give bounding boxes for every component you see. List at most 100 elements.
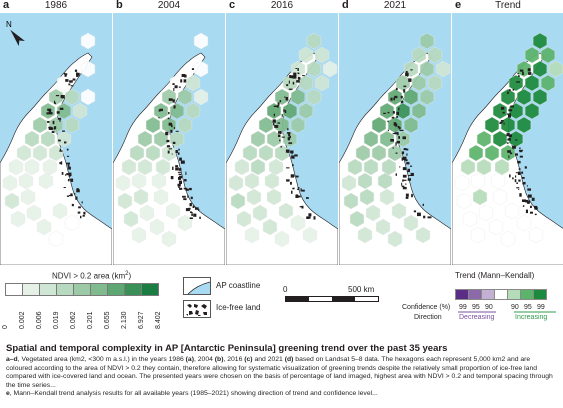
hex-cell: [508, 130, 524, 148]
ice-free-speck: [199, 216, 201, 219]
ice-free-speck: [387, 129, 389, 132]
panel-year: 2016: [270, 0, 294, 11]
hex-cell: [64, 214, 80, 232]
ice-free-speck: [52, 120, 55, 125]
ice-free-speck: [402, 179, 404, 182]
ice-free-speck: [387, 111, 390, 114]
ice-free-speck: [522, 199, 526, 201]
ice-free-speck: [417, 212, 421, 217]
ice-free-speck: [514, 179, 517, 183]
ice-free-speck: [410, 69, 413, 71]
ice-free-speck: [284, 110, 287, 113]
hex-cell: [244, 226, 260, 244]
hex-cell: [290, 116, 306, 134]
ice-free-speck: [283, 109, 285, 112]
hex-cell: [40, 130, 56, 148]
ice-free-speck: [198, 208, 200, 211]
ice-free-speck: [395, 87, 398, 91]
hex-cell: [411, 46, 427, 64]
ice-free-speck: [292, 164, 294, 167]
ice-free-speck: [64, 141, 67, 144]
ice-free-speck: [527, 68, 531, 72]
map-panel-a: a 1986 N: [0, 0, 112, 265]
hex-cell: [230, 192, 246, 210]
ice-free-speck: [410, 165, 413, 167]
ice-free-speck: [515, 175, 517, 178]
ice-free-speck: [71, 203, 74, 207]
hex-cell: [462, 210, 478, 228]
ice-free-speck: [287, 149, 289, 153]
hex-cell: [266, 130, 282, 148]
hex-cell: [490, 172, 506, 190]
ice-free-speck: [185, 208, 190, 212]
hex-cell: [427, 74, 443, 92]
ice-free-speck: [286, 132, 291, 134]
ice-free-speck: [530, 211, 533, 214]
ice-free-speck: [405, 196, 409, 199]
ice-free-speck: [297, 76, 301, 80]
ndvi-swatch: [73, 283, 91, 296]
ndvi-color-scale: [5, 283, 159, 296]
hex-cell: [115, 174, 131, 192]
ice-free-speck: [288, 80, 290, 84]
ice-free-speck: [524, 166, 527, 169]
ice-free-speck: [178, 180, 182, 184]
ice-free-speck: [499, 122, 502, 124]
ice-free-speck: [165, 131, 169, 136]
hex-cell: [177, 88, 193, 106]
hex-cell: [262, 218, 278, 236]
ice-free-speck: [396, 140, 400, 144]
hex-cell: [470, 226, 486, 244]
hex-cell: [343, 192, 359, 210]
ice-free-speck: [178, 176, 182, 180]
ice-free-speck: [295, 194, 299, 198]
hex-cell: [42, 158, 58, 176]
confidence-value: 95: [472, 304, 480, 311]
ice-free-speck: [293, 72, 297, 76]
hex-cell: [155, 158, 171, 176]
ice-free-speck: [272, 119, 276, 123]
ice-free-speck: [281, 136, 285, 138]
ice-free-speck: [522, 205, 525, 207]
ice-free-speck: [173, 88, 175, 92]
ice-free-speck: [509, 152, 513, 155]
ice-free-speck: [279, 139, 281, 142]
hex-cell: [242, 144, 258, 162]
ndvi-tick-label: 8.402: [155, 311, 162, 329]
hex-cell: [38, 172, 54, 190]
ndvi-swatch: [56, 283, 74, 296]
ice-free-speck: [290, 181, 292, 185]
ice-free-speck: [60, 161, 63, 165]
panel-letter: c: [229, 0, 236, 11]
ice-free-speck: [66, 148, 69, 151]
ndvi-swatch: [5, 283, 23, 296]
hex-cell: [504, 202, 520, 220]
ice-free-speck: [290, 174, 294, 178]
ice-free-speck: [177, 183, 181, 187]
ice-free-speck: [515, 139, 518, 141]
ice-free-speck: [175, 165, 178, 167]
ice-free-speck: [280, 131, 282, 134]
ice-free-speck: [410, 172, 414, 176]
ice-free-speck: [291, 155, 295, 159]
hex-cell: [298, 102, 314, 120]
hex-cell: [80, 32, 96, 50]
hex-cell: [185, 74, 201, 92]
hex-cell: [252, 204, 268, 222]
ice-free-speck: [72, 78, 76, 81]
ice-free-speck: [300, 188, 302, 192]
ice-free-speck: [528, 194, 532, 198]
hex-cell: [472, 188, 488, 206]
ice-free-speck: [402, 167, 406, 171]
ice-free-speck: [297, 195, 301, 198]
hex-cell: [508, 74, 524, 92]
panel-letter: d: [342, 0, 349, 11]
ice-free-speck: [281, 114, 283, 117]
ice-free-speck: [286, 84, 289, 87]
ice-free-speck: [530, 205, 532, 208]
ndvi-swatch: [22, 283, 40, 296]
ice-free-speck: [60, 95, 65, 99]
ice-free-speck: [394, 132, 398, 135]
hex-cell: [363, 130, 379, 148]
ice-free-speck: [273, 113, 275, 117]
